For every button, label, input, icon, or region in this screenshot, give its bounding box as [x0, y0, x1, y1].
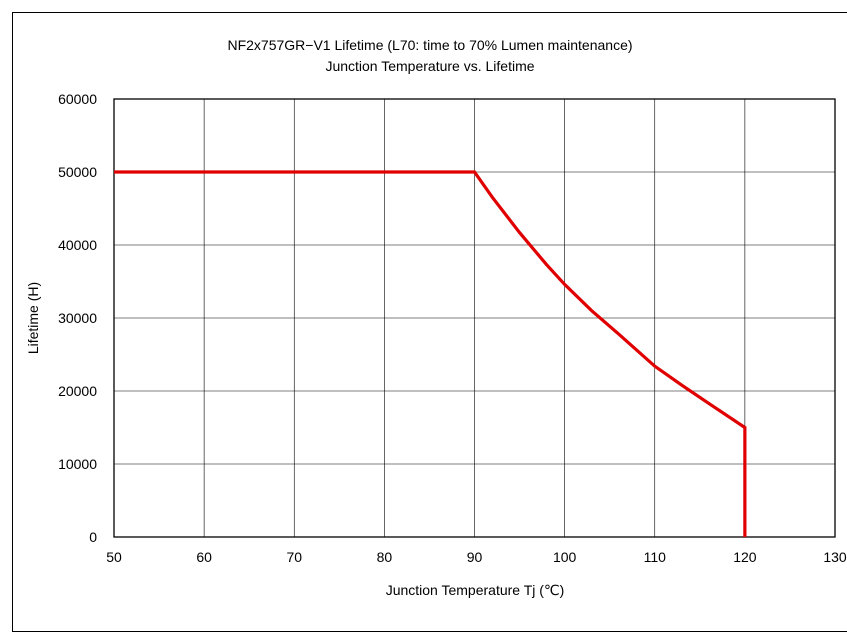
y-tick-label: 30000: [58, 310, 97, 326]
chart-frame: [12, 12, 847, 632]
x-tick-label: 70: [286, 549, 302, 565]
lifetime-chart: NF2x757GR−V1 Lifetime (L70: time to 70% …: [25, 37, 847, 598]
y-tick-label: 0: [89, 529, 97, 545]
x-tick-label: 90: [467, 549, 483, 565]
x-tick-label: 120: [733, 549, 757, 565]
x-tick-label: 50: [106, 549, 122, 565]
x-tick-labels: 50 60 70 80 90 100 110 120 130: [106, 549, 847, 565]
y-axis-label: Lifetime (H): [25, 282, 41, 354]
x-tick-label: 80: [377, 549, 393, 565]
y-tick-label: 40000: [58, 237, 97, 253]
y-tick-label: 50000: [58, 164, 97, 180]
y-tick-label: 10000: [58, 456, 97, 472]
x-tick-label: 130: [823, 549, 847, 565]
grid: [114, 99, 835, 537]
chart-title: NF2x757GR−V1 Lifetime (L70: time to 70% …: [227, 37, 632, 53]
lifetime-series-line: [114, 170, 747, 537]
x-axis-label: Junction Temperature Tj (℃): [386, 582, 565, 598]
plot-area: [113, 98, 836, 538]
x-tick-label: 110: [644, 549, 667, 565]
x-tick-label: 60: [196, 549, 212, 565]
y-tick-label: 60000: [58, 91, 97, 107]
y-tick-labels: 0 10000 20000 30000 40000 50000 60000: [58, 91, 97, 545]
chart-subtitle: Junction Temperature vs. Lifetime: [325, 58, 534, 74]
series-layer: [114, 170, 747, 537]
x-tick-label: 100: [553, 549, 577, 565]
y-tick-label: 20000: [58, 383, 97, 399]
